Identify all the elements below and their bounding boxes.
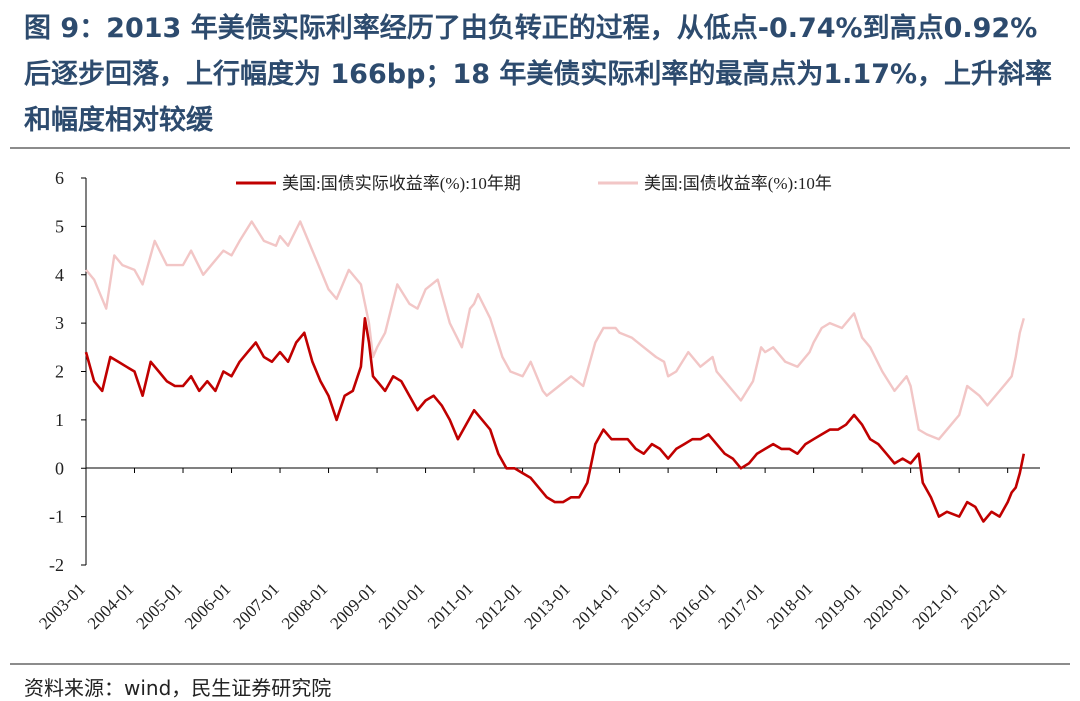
x-tick-label: 2016-01: [666, 579, 720, 633]
x-tick-label: 2022-01: [957, 579, 1011, 633]
top-divider: [10, 147, 1070, 149]
y-tick-label: 6: [55, 168, 64, 188]
x-tick-label: 2019-01: [811, 579, 865, 633]
x-tick-label: 2010-01: [375, 579, 429, 633]
series-line-nominal-yield: [85, 220, 1025, 441]
x-tick-label: 2009-01: [326, 579, 380, 633]
line-chart: 6 5 4 3 2 1 0 -1 -2 2003-012004-012005-012006-01…: [35, 168, 1040, 633]
x-tick-label: 2015-01: [617, 579, 671, 633]
x-tick-label: 2003-01: [35, 579, 89, 633]
x-tick-label: 2011-01: [424, 579, 477, 632]
source-note: 资料来源：wind，民生证券研究院: [24, 676, 332, 700]
legend-label-nominal-yield: 美国:国债收益率(%):10年: [644, 174, 832, 193]
y-tick-label: 3: [55, 313, 64, 333]
x-tick-label: 2004-01: [84, 579, 138, 633]
x-tick-label: 2014-01: [569, 579, 623, 633]
y-tick-label: 5: [55, 216, 64, 236]
y-tick-label: -2: [49, 555, 64, 575]
series-line-real-yield: [84, 317, 1026, 523]
y-tick-label: -1: [49, 507, 64, 527]
bottom-divider: [10, 663, 1070, 665]
x-tick-label: 2006-01: [181, 579, 235, 633]
chart-title: 图 9：2013 年美债实际利率经历了由负转正的过程，从低点-0.74%到高点0…: [24, 13, 1053, 136]
x-tick-label: 2020-01: [860, 579, 914, 633]
x-tick-label: 2012-01: [472, 579, 526, 633]
y-tick-label: 0: [55, 458, 64, 478]
x-tick-label: 2005-01: [132, 579, 186, 633]
x-tick-label: 2008-01: [278, 579, 332, 633]
y-tick-label: 4: [55, 265, 64, 285]
x-tick-label: 2021-01: [908, 579, 962, 633]
legend-label-real-yield: 美国:国债实际收益率(%):10年期: [282, 174, 521, 193]
x-tick-label: 2007-01: [229, 579, 283, 633]
x-tick-label: 2018-01: [763, 579, 817, 633]
x-tick-label: 2017-01: [714, 579, 768, 633]
y-tick-label: 2: [55, 362, 64, 382]
x-tick-label: 2013-01: [520, 579, 574, 633]
y-tick-label: 1: [55, 410, 64, 430]
